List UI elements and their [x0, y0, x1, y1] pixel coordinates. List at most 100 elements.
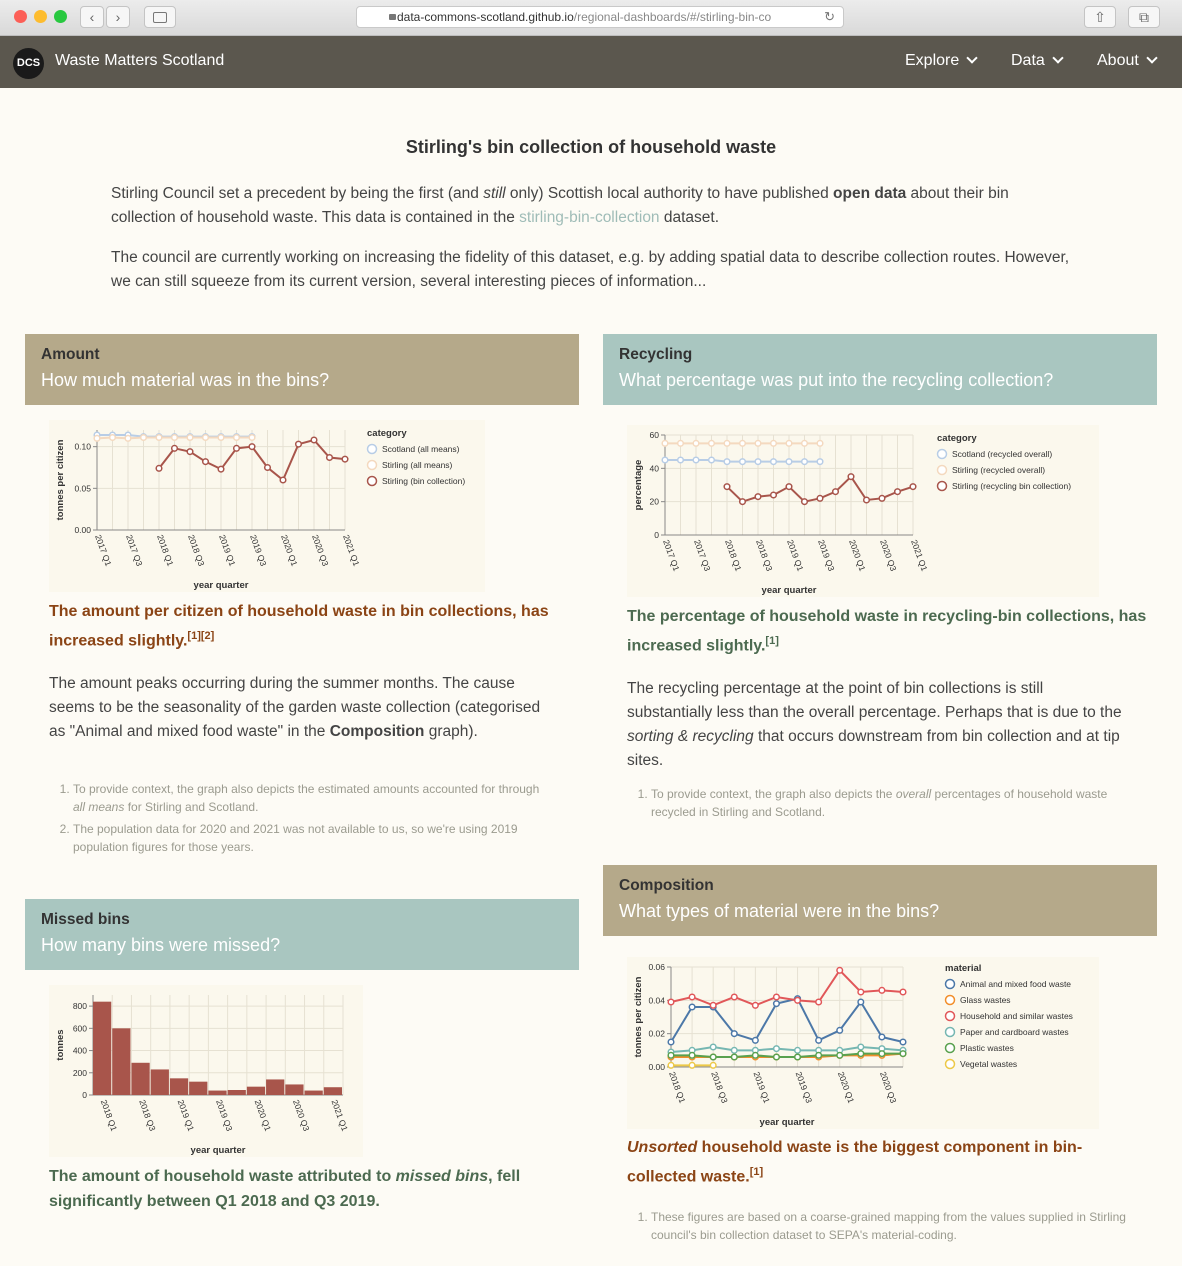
chevron-right-icon: › [115, 9, 121, 25]
address-bar[interactable]: data-commons-scotland.github.io/regional… [356, 6, 844, 28]
legend-label: Stirling (recycling bin collection) [952, 481, 1071, 491]
reload-icon: ↻ [824, 9, 835, 24]
composition-footnotes: These figures are based on a coarse-grai… [627, 1208, 1151, 1248]
amount-heading: Amount [41, 346, 100, 363]
data-point [155, 464, 163, 472]
data-point [667, 1038, 675, 1046]
x-tick-label: 2019 Q1 [785, 538, 806, 572]
menu-about[interactable]: About [1097, 52, 1158, 70]
amount-footnote-2: The population data for 2020 and 2021 wa… [73, 820, 553, 856]
data-point [769, 439, 778, 447]
site-navbar: DCS Waste Matters Scotland Explore Data … [0, 36, 1182, 88]
data-point [124, 434, 132, 442]
sidebar-icon [153, 12, 167, 23]
bar [150, 1069, 169, 1095]
data-point [723, 483, 731, 491]
recycling-footnote-1: To provide context, the graph also depic… [651, 785, 1141, 821]
menu-data-label: Data [1011, 52, 1045, 69]
data-point [785, 439, 793, 447]
data-point [754, 439, 762, 447]
dataset-link[interactable]: stirling-bin-collection [519, 209, 660, 226]
back-button[interactable]: ‹ [80, 6, 104, 28]
x-tick-label: 2017 Q1 [661, 538, 682, 572]
composition-footnote-1: These figures are based on a coarse-grai… [651, 1208, 1151, 1244]
y-axis-title: tonnes [55, 1029, 66, 1060]
x-tick-label: 2021 Q1 [909, 538, 930, 572]
legend-label: Glass wastes [960, 995, 1011, 1005]
amount-chart: 0.00 0.05 0.10 2017 Q1 2017 Q3 2018 Q1 2018 Q3… [49, 420, 485, 592]
maximize-window-button[interactable] [54, 10, 67, 23]
data-point [738, 498, 747, 506]
y-tick-label: 0 [654, 530, 659, 540]
chart-grid [96, 430, 346, 531]
legend-title: material [945, 963, 981, 974]
bar [323, 1087, 342, 1095]
x-axis-title: year quarter [191, 1145, 246, 1156]
data-point [723, 439, 731, 447]
composition-chart: 0.00 0.02 0.04 0.06 2018 Q1 2018 Q3 2019 Q1 201… [627, 957, 1099, 1129]
data-point [201, 433, 210, 442]
data-point [232, 433, 241, 442]
data-point [661, 456, 669, 464]
amount-finding: The amount per citizen of household wast… [49, 603, 549, 650]
data-point [661, 439, 669, 447]
browser-toolbar: ‹ › data-commons-scotland.github.io/regi… [0, 0, 1182, 36]
composition-footnote-refs[interactable]: [1] [749, 1166, 764, 1178]
data-point [793, 1046, 802, 1054]
x-axis-title: year quarter [194, 580, 249, 591]
data-point [769, 458, 778, 466]
menu-explore[interactable]: Explore [905, 52, 978, 70]
sidebar-toggle-button[interactable] [144, 6, 176, 28]
data-point [730, 993, 738, 1001]
data-point [730, 1046, 738, 1054]
recycling-chart: 0 20 40 60 2017 Q1 2017 Q3 2018 Q1 2018 Q3 2019 … [627, 425, 1099, 597]
x-tick-label: 2019 Q3 [248, 533, 269, 567]
amount-question: How much material was in the bins? [41, 370, 330, 390]
bar [131, 1062, 150, 1095]
data-point [186, 448, 194, 456]
data-point [878, 986, 886, 994]
x-tick-label: 2021 Q1 [341, 533, 362, 567]
lock-icon [389, 14, 396, 20]
minimize-window-button[interactable] [34, 10, 47, 23]
legend-label: Stirling (bin collection) [382, 476, 465, 486]
data-point [279, 476, 287, 484]
data-point [831, 488, 840, 496]
x-tick-label: 2017 Q3 [692, 538, 713, 572]
chevron-left-icon: ‹ [89, 9, 95, 25]
intro-paragraph-1: Stirling Council set a precedent by bein… [111, 185, 1009, 226]
x-tick-label: 2020 Q3 [878, 538, 899, 572]
y-tick-label: 60 [650, 430, 660, 440]
site-brand[interactable]: Waste Matters Scotland [55, 52, 225, 69]
menu-data[interactable]: Data [1011, 52, 1064, 70]
share-icon: ⇧ [1094, 9, 1106, 25]
data-point [815, 1051, 823, 1059]
recycling-footnote-refs[interactable]: [1] [765, 635, 779, 647]
recycling-card-header: Recycling What percentage was put into t… [603, 334, 1157, 405]
data-point [248, 443, 256, 451]
x-tick-label: 2018 Q1 [99, 1098, 120, 1132]
chevron-down-icon [1146, 52, 1158, 64]
page-title: Stirling's bin collection of household w… [405, 137, 777, 157]
data-point [836, 966, 844, 974]
x-tick-label: 2020 Q1 [847, 538, 868, 572]
site-logo[interactable]: DCS [13, 48, 44, 79]
bar [169, 1078, 189, 1095]
data-point [688, 1051, 696, 1059]
legend-symbol [944, 978, 956, 990]
data-point [667, 1051, 675, 1059]
material-coding-link[interactable]: material-coding [871, 1228, 954, 1242]
amount-footnote-refs[interactable]: [1][2] [187, 630, 215, 642]
composition-finding: Unsorted household waste is the biggest … [627, 1139, 1083, 1186]
forward-button[interactable]: › [106, 6, 130, 28]
tabs-overview-button[interactable]: ⧉ [1128, 6, 1160, 28]
data-point [899, 1038, 907, 1046]
recycling-question: What percentage was put into the recycli… [619, 370, 1054, 390]
close-window-button[interactable] [14, 10, 27, 23]
chevron-down-icon [1052, 52, 1064, 64]
data-point [800, 439, 809, 447]
x-tick-label: 2018 Q1 [667, 1070, 688, 1104]
share-button[interactable]: ⇧ [1084, 6, 1116, 28]
legend-symbol [366, 475, 378, 487]
data-point [667, 998, 675, 1006]
